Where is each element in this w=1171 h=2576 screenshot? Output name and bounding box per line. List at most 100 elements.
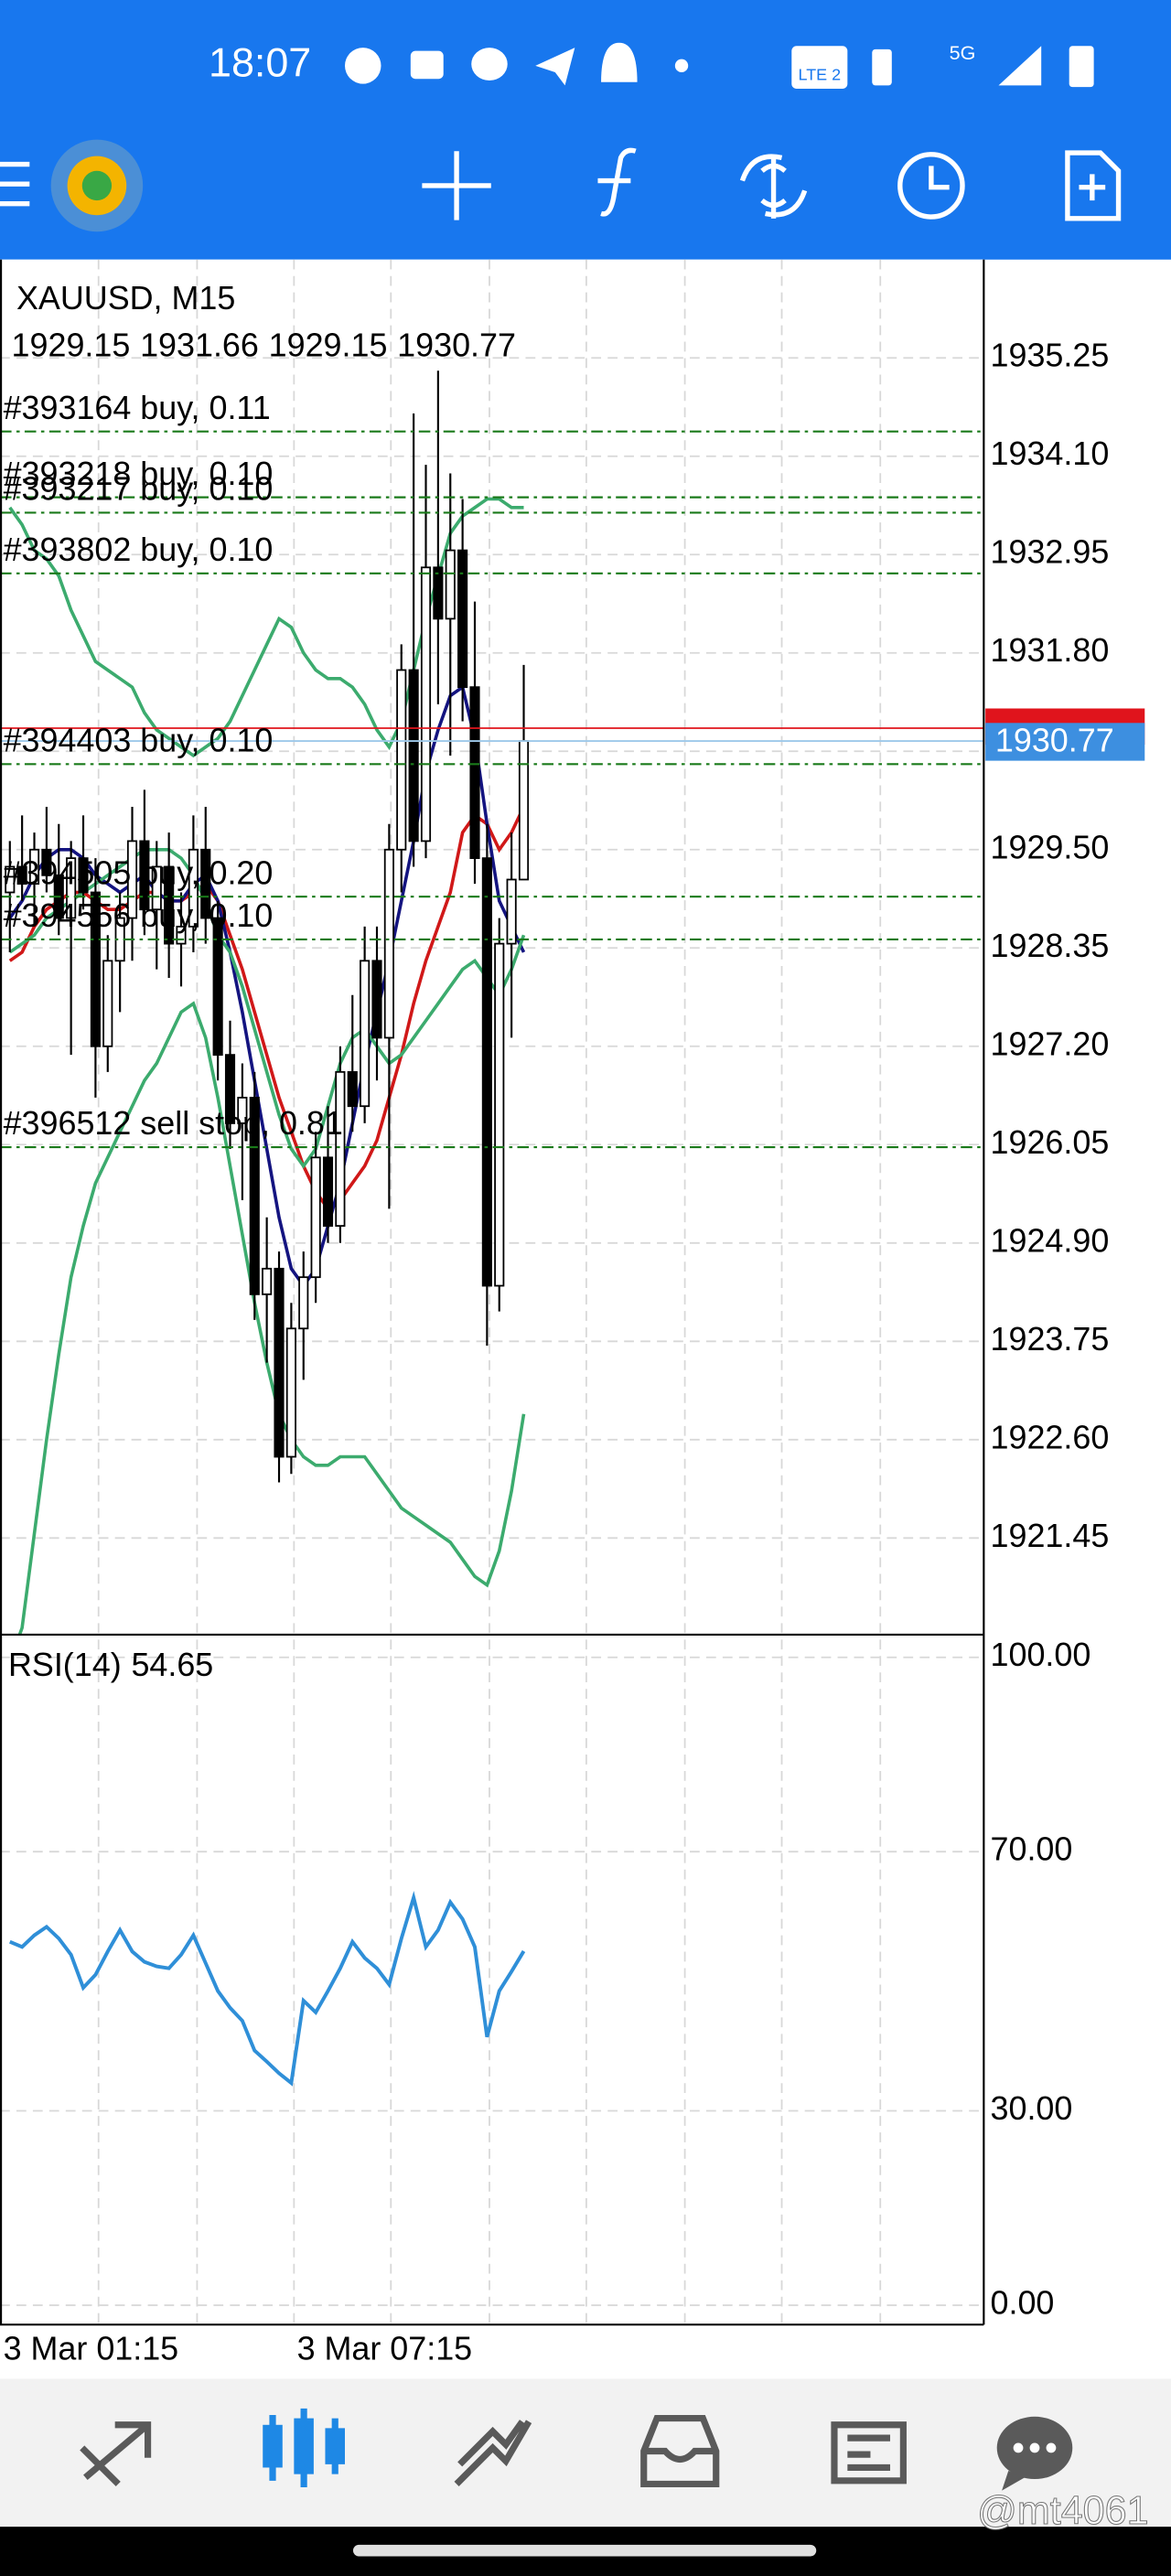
order-label: #394556 buy, 0.10 bbox=[4, 896, 274, 934]
candle-body bbox=[274, 1267, 285, 1458]
candle-body bbox=[90, 891, 101, 1047]
rsi-line bbox=[9, 1891, 526, 2087]
ohlc-low: 1929.15 bbox=[269, 327, 388, 364]
bid-price-tag bbox=[985, 723, 1145, 761]
y-tick-label: 100.00 bbox=[991, 1636, 1091, 1673]
candle-body bbox=[322, 1156, 334, 1227]
order-label: #396512 sell stop, 0.81 bbox=[4, 1104, 343, 1142]
ohlc-high: 1931.66 bbox=[140, 327, 259, 364]
candle-body bbox=[176, 926, 187, 945]
y-tick-label: 1926.05 bbox=[991, 1123, 1110, 1161]
candle-body bbox=[481, 857, 492, 1287]
candle-body bbox=[347, 1070, 358, 1108]
rsi-name: RSI(14) bbox=[8, 1646, 122, 1683]
candle-body bbox=[28, 848, 40, 886]
candle-body bbox=[371, 960, 382, 1039]
y-tick-label: 70.00 bbox=[991, 1830, 1073, 1868]
ohlc-open: 1929.15 bbox=[12, 327, 131, 364]
candle-body bbox=[151, 865, 162, 911]
candle-body bbox=[5, 865, 16, 894]
watermark: @mt4061 bbox=[977, 2489, 1148, 2533]
candle-body bbox=[188, 848, 199, 928]
candle-body bbox=[445, 549, 456, 620]
chat-tab[interactable] bbox=[996, 2416, 1073, 2491]
news-tab[interactable] bbox=[831, 2421, 907, 2485]
candle-body bbox=[78, 857, 89, 894]
candle-body bbox=[383, 848, 394, 1039]
candle-body bbox=[335, 1070, 346, 1227]
candle-body bbox=[457, 549, 468, 689]
home-indicator[interactable] bbox=[352, 2544, 817, 2557]
y-tick-label: 1923.75 bbox=[991, 1320, 1110, 1358]
menu-button[interactable] bbox=[0, 161, 30, 207]
rsi-title: RSI(14) 54.65 bbox=[8, 1646, 213, 1683]
candle-body bbox=[518, 740, 530, 881]
candle-body bbox=[16, 865, 27, 886]
bottom-nav bbox=[0, 2378, 1171, 2528]
y-tick-label: 1932.95 bbox=[991, 533, 1110, 571]
order-label: #394403 buy, 0.10 bbox=[4, 721, 274, 758]
candle-body bbox=[298, 1276, 309, 1330]
trade-button[interactable] bbox=[739, 154, 808, 219]
chart-borders bbox=[0, 259, 985, 2326]
y-tick-label: 0.00 bbox=[991, 2283, 1055, 2321]
y-tick-label: 1934.10 bbox=[991, 435, 1110, 472]
candle-body bbox=[396, 669, 407, 851]
candle-body bbox=[420, 566, 432, 843]
candle-body bbox=[262, 1267, 273, 1295]
candle-body bbox=[41, 848, 52, 876]
clock: 18:07 bbox=[209, 39, 311, 86]
candle-body bbox=[200, 848, 211, 919]
app-logo[interactable] bbox=[50, 139, 144, 232]
order-label: #393164 buy, 0.11 bbox=[4, 389, 271, 426]
history-tab[interactable] bbox=[640, 2415, 720, 2488]
new-order-button[interactable] bbox=[1065, 150, 1122, 221]
y-tick-label: 1928.35 bbox=[991, 927, 1110, 964]
candle-body bbox=[224, 1054, 236, 1124]
toolbar bbox=[0, 139, 1122, 232]
y-tick-label: 1927.20 bbox=[991, 1025, 1110, 1062]
rsi-value: 54.65 bbox=[131, 1646, 213, 1683]
app-header bbox=[0, 0, 1171, 260]
y-tick-label: 1921.45 bbox=[991, 1517, 1110, 1554]
candle-body bbox=[102, 960, 113, 1047]
ohlc-close: 1930.77 bbox=[397, 327, 516, 364]
trade-tab[interactable] bbox=[454, 2420, 532, 2486]
candle-body bbox=[249, 1096, 260, 1295]
candle-body bbox=[469, 686, 480, 860]
order-label: #393217 buy, 0.10 bbox=[4, 470, 274, 508]
candle-body bbox=[360, 960, 371, 1108]
y-tick-label: 1931.80 bbox=[991, 631, 1110, 669]
candle-body bbox=[212, 917, 223, 1057]
chart-tab[interactable] bbox=[263, 2408, 345, 2488]
notification-icons bbox=[344, 42, 689, 86]
y-tick-label: 1929.50 bbox=[991, 828, 1110, 865]
y-tick-label: 1922.60 bbox=[991, 1418, 1110, 1455]
network-type: 5G bbox=[950, 42, 976, 64]
x-tick-label: 3 Mar 07:15 bbox=[297, 2329, 473, 2367]
symbol-title: XAUUSD, M15 bbox=[16, 279, 235, 317]
y-tick-label: 30.00 bbox=[991, 2089, 1073, 2127]
candle-body bbox=[506, 878, 517, 945]
candle-body bbox=[408, 669, 419, 843]
candle-body bbox=[494, 942, 505, 1287]
candle-body bbox=[285, 1327, 296, 1458]
crosshair-button[interactable] bbox=[422, 151, 491, 220]
x-tick-label: 3 Mar 01:15 bbox=[4, 2329, 179, 2367]
history-button[interactable] bbox=[897, 152, 965, 220]
candle-body bbox=[310, 1156, 321, 1279]
quotes-tab[interactable] bbox=[80, 2421, 152, 2486]
nav-icons bbox=[80, 2408, 1073, 2491]
order-label: #393802 buy, 0.10 bbox=[4, 531, 274, 568]
bid-price-label: 1930.77 bbox=[995, 721, 1114, 758]
order-label: #393218 buy, 0.10 bbox=[4, 455, 274, 492]
candle-body bbox=[237, 1096, 248, 1124]
chart-area bbox=[0, 259, 984, 2325]
candle-body bbox=[66, 857, 77, 919]
candle-body bbox=[139, 840, 150, 911]
candle-body bbox=[433, 566, 444, 620]
lte-badge: LTE 2 bbox=[799, 65, 842, 83]
indicators-button[interactable] bbox=[597, 147, 637, 217]
candle-body bbox=[126, 840, 138, 919]
